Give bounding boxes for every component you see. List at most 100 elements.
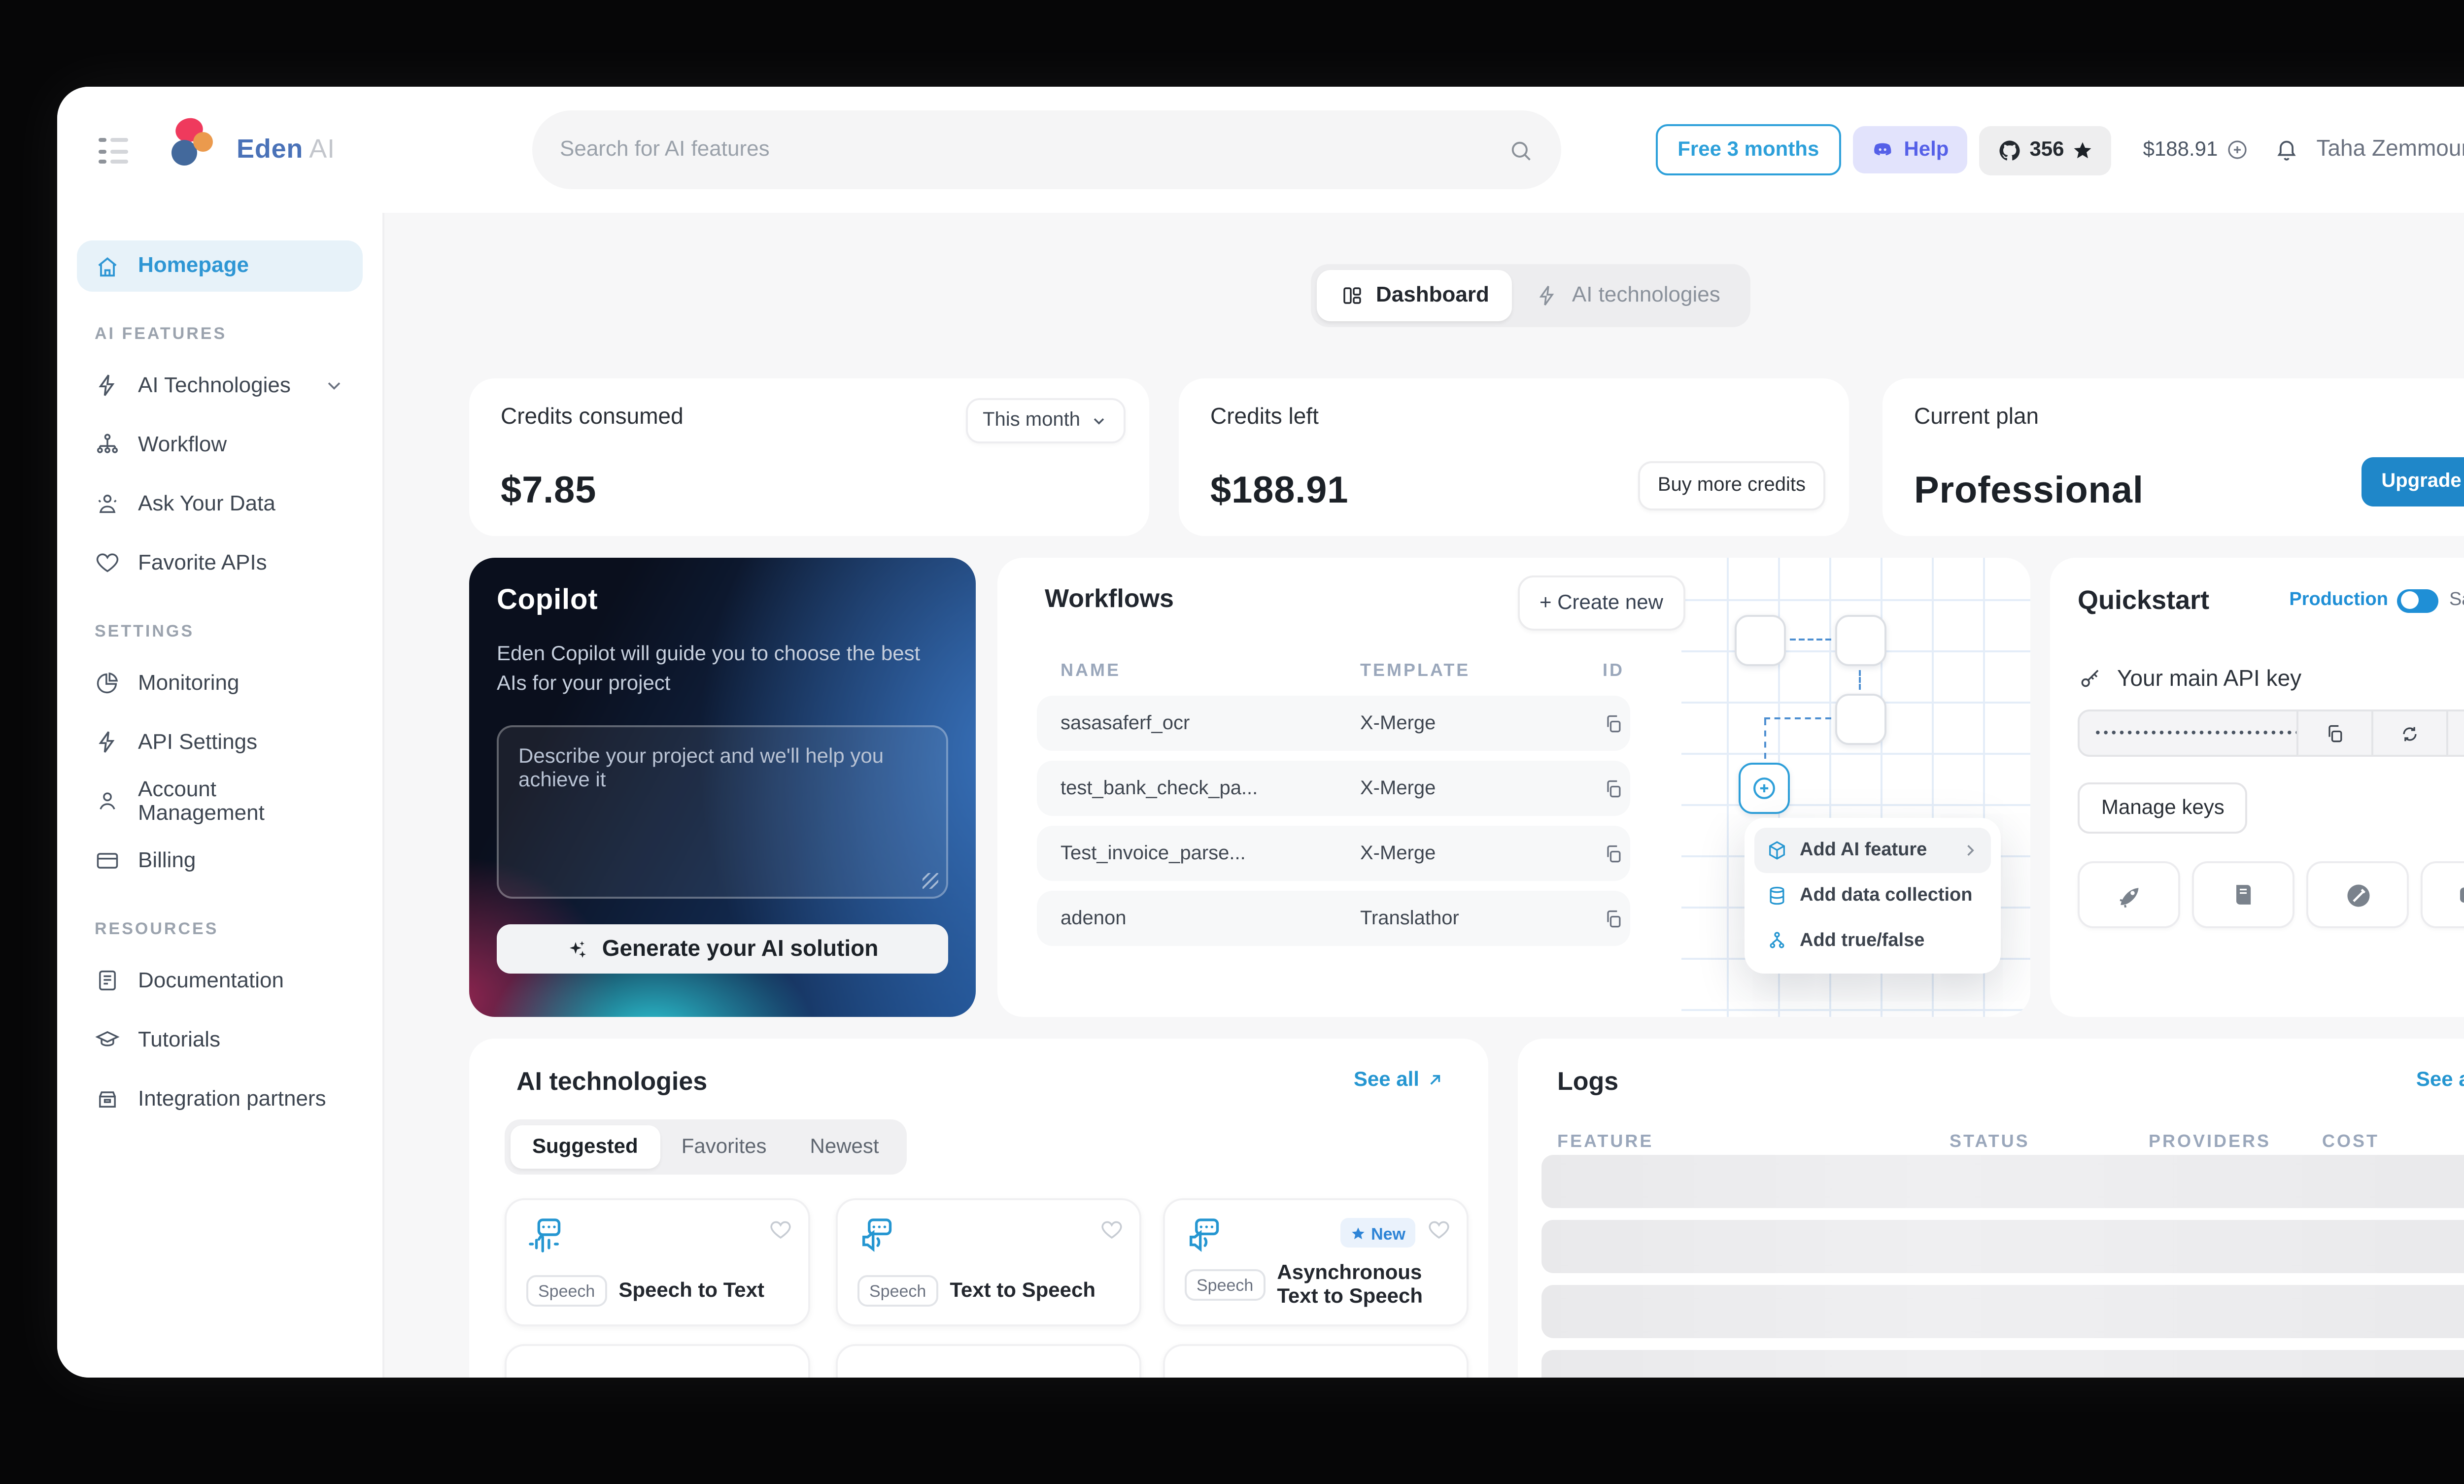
arrow-up-right-icon (1430, 1075, 1440, 1085)
search-input[interactable]: Search for AI features (532, 110, 1561, 189)
feature-card-partial[interactable] (505, 1344, 810, 1378)
getting-started-link[interactable] (2078, 861, 2180, 928)
sidebar-section-label: AI FEATURES (95, 323, 227, 343)
table-row[interactable]: test_bank_check_pa... X-Merge (1037, 761, 1630, 816)
feature-title: Text to Speech (950, 1278, 1095, 1302)
sidebar-item-billing[interactable]: Billing (77, 834, 363, 887)
buy-more-credits-button[interactable]: Buy more credits (1638, 461, 1825, 510)
sidebar-item-ai-technologies[interactable]: AI Technologies (77, 359, 363, 412)
sandbox-label[interactable]: Sandbox (2449, 589, 2464, 611)
manage-keys-button[interactable]: Manage keys (2078, 782, 2248, 834)
favorite-heart-icon[interactable] (1100, 1216, 1124, 1251)
sidebar-item-tutorials[interactable]: Tutorials (77, 1013, 363, 1066)
see-all-logs[interactable]: See all (2416, 1068, 2464, 1092)
credit-card-icon (97, 853, 118, 869)
sidebar-item-homepage[interactable]: Homepage (77, 240, 363, 292)
logs-column-header: STATUS (1950, 1131, 2030, 1151)
copilot-project-textarea[interactable]: Describe your project and we'll help you… (497, 726, 948, 900)
main-content: Dashboard AI technologies Credits consum… (384, 213, 2464, 1378)
logs-column-header: PROVIDERS (2149, 1131, 2271, 1151)
eden-ai-logo[interactable]: Eden AI (171, 115, 335, 177)
favorite-heart-icon[interactable] (1427, 1216, 1451, 1251)
add-credits-icon[interactable] (2225, 138, 2249, 162)
sidebar-toggle-icon[interactable] (99, 138, 130, 164)
log-row-skeleton (1541, 1220, 2464, 1273)
documentation-link[interactable] (2192, 861, 2294, 928)
feature-card-partial[interactable] (836, 1344, 1141, 1378)
favorite-heart-icon[interactable] (769, 1216, 792, 1251)
user-name[interactable]: Taha Zemmouri (2316, 138, 2464, 162)
regenerate-key-button[interactable] (2371, 711, 2446, 755)
feature-title: Asynchronous Text to Speech (1277, 1261, 1423, 1310)
text-to-speech-icon (857, 1216, 895, 1263)
copilot-title: Copilot (497, 585, 598, 617)
github-stars-button[interactable]: 356 (1978, 125, 2112, 174)
menu-item-add-ai-feature[interactable]: Add AI feature (1754, 828, 1991, 873)
upgrade-plan-button[interactable]: Upgrade plan (2361, 457, 2464, 506)
cube-icon (1769, 841, 1785, 860)
feature-card-async-text-to-speech[interactable]: New Speech Asynchronous Text to Speech (1163, 1198, 1469, 1326)
zap-icon (99, 731, 115, 753)
api-key-field: ••••••••••••••••••••••••••••••••••••••••… (2078, 709, 2464, 757)
table-row[interactable]: adenon Translathor (1037, 891, 1630, 946)
menu-item-add-true-false[interactable]: Add true/false (1754, 918, 1991, 964)
sidebar-item-account-management[interactable]: Account Management (77, 775, 363, 828)
period-select[interactable]: This month (965, 398, 1126, 443)
sidebar-item-workflow[interactable]: Workflow (77, 418, 363, 471)
sidebar-item-favorite-apis[interactable]: Favorite APIs (77, 536, 363, 589)
create-workflow-button[interactable]: + Create new (1518, 575, 1685, 631)
workflow-node[interactable] (1835, 694, 1886, 745)
ai-technologies-tabs: Suggested Favorites Newest (505, 1119, 907, 1175)
copy-id-icon[interactable] (1603, 712, 1630, 734)
table-row[interactable]: Test_invoice_parse... X-Merge (1037, 826, 1630, 881)
generate-ai-solution-button[interactable]: Generate your AI solution (497, 925, 948, 975)
tab-newest[interactable]: Newest (810, 1135, 879, 1159)
node-connector (1764, 717, 1831, 719)
sidebar-section-label: SETTINGS (95, 621, 195, 641)
workflow-tree-icon (97, 434, 118, 453)
tab-ai-technologies[interactable]: AI technologies (1513, 270, 1744, 321)
postman-icon (2346, 883, 2369, 906)
copy-key-button[interactable] (2296, 711, 2371, 755)
feature-card-partial[interactable] (1163, 1344, 1469, 1378)
logs-title: Logs (1557, 1066, 1619, 1096)
workflow-node[interactable] (1735, 615, 1786, 666)
youtube-link[interactable] (2421, 861, 2464, 928)
notifications-bell-icon[interactable] (2273, 136, 2300, 164)
show-key-button[interactable] (2446, 711, 2464, 755)
sidebar-item-integration-partners[interactable]: Integration partners (77, 1072, 363, 1125)
sidebar-item-documentation[interactable]: Documentation (77, 954, 363, 1007)
copy-id-icon[interactable] (1603, 843, 1630, 864)
environment-toggle[interactable] (2397, 588, 2439, 612)
production-label[interactable]: Production (2289, 589, 2388, 611)
environment-switch: Production Sandbox (2289, 588, 2464, 612)
table-row[interactable]: sasasaferf_ocr X-Merge (1037, 696, 1630, 751)
chevron-down-icon (328, 382, 341, 390)
logo-text: Eden AI (237, 133, 335, 163)
copy-id-icon[interactable] (1603, 777, 1630, 799)
tab-favorites[interactable]: Favorites (681, 1135, 767, 1159)
sparkles-icon (570, 941, 587, 958)
copilot-description: Eden Copilot will guide you to choose th… (497, 642, 921, 696)
menu-item-add-data-collection[interactable]: Add data collection (1754, 873, 1991, 918)
tab-dashboard[interactable]: Dashboard (1317, 270, 1513, 321)
feature-card-speech-to-text[interactable]: Speech Speech to Text (505, 1198, 810, 1326)
see-all-ai-technologies[interactable]: See all (1354, 1068, 1445, 1092)
credits-consumed-value: $7.85 (501, 471, 597, 512)
sidebar-item-ask-your-data[interactable]: Ask Your Data (77, 477, 363, 530)
workflow-node[interactable] (1835, 615, 1886, 666)
card-title: Current plan (1914, 406, 2039, 430)
sidebar-item-monitoring[interactable]: Monitoring (77, 656, 363, 709)
postman-link[interactable] (2306, 861, 2409, 928)
free-trial-button[interactable]: Free 3 months (1656, 124, 1841, 175)
add-node-button[interactable] (1739, 763, 1790, 814)
sidebar-item-api-settings[interactable]: API Settings (77, 715, 363, 769)
resize-handle-icon[interactable] (923, 874, 938, 890)
workflow-name: test_bank_check_pa... (1061, 777, 1258, 799)
current-plan-value: Professional (1914, 471, 2144, 512)
help-button[interactable]: Help (1852, 126, 1967, 173)
feature-card-text-to-speech[interactable]: Speech Text to Speech (836, 1198, 1141, 1326)
star-icon (1351, 1226, 1364, 1239)
tab-suggested[interactable]: Suggested (511, 1125, 660, 1169)
copy-id-icon[interactable] (1603, 908, 1630, 929)
